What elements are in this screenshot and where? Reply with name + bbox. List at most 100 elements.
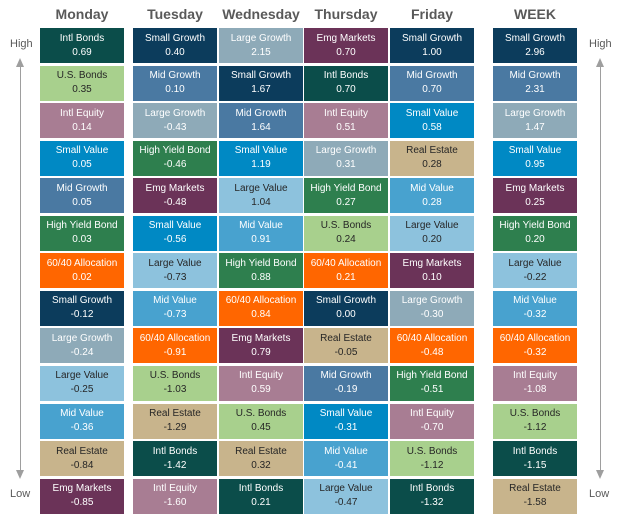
quilt-cell: 60/40 Allocation 0.02 bbox=[40, 253, 124, 289]
quilt-cell: Real Estate -0.05 bbox=[304, 328, 388, 364]
asset-label: Small Value bbox=[508, 145, 562, 157]
quilt-cell: Intl Equity 0.14 bbox=[40, 103, 124, 139]
quilt-cell: Large Growth 0.31 bbox=[304, 140, 388, 176]
quilt-cell: High Yield Bond 0.88 bbox=[219, 253, 303, 289]
asset-label: Mid Growth bbox=[235, 107, 287, 119]
asset-label: Large Value bbox=[55, 370, 109, 382]
return-value: 1.00 bbox=[422, 46, 442, 58]
asset-label: Mid Growth bbox=[56, 182, 108, 194]
asset-label: Small Value bbox=[405, 107, 459, 119]
low-label-right: Low bbox=[589, 488, 610, 500]
quilt-cell: Small Growth 2.96 bbox=[493, 28, 577, 63]
return-value: -1.12 bbox=[523, 422, 547, 433]
return-value: 0.31 bbox=[336, 159, 356, 171]
quilt-cell: Real Estate -1.29 bbox=[133, 403, 217, 439]
asset-label: Real Estate bbox=[149, 408, 201, 419]
quilt-cell: Mid Growth 0.10 bbox=[133, 65, 217, 101]
high-label-left: High bbox=[10, 38, 33, 50]
quilt-cell: High Yield Bond 0.27 bbox=[304, 178, 388, 214]
quilt-cell: Small Value 0.05 bbox=[40, 140, 124, 176]
right-arrow-shaft bbox=[600, 66, 601, 472]
return-value: 0.59 bbox=[251, 384, 271, 396]
asset-label: Real Estate bbox=[509, 483, 561, 495]
quilt-cell: Small Value 1.19 bbox=[219, 140, 303, 176]
asset-label: High Yield Bond bbox=[225, 257, 297, 269]
return-value: -0.31 bbox=[334, 422, 358, 433]
asset-label: 60/40 Allocation bbox=[46, 257, 118, 269]
asset-label: Mid Value bbox=[410, 182, 454, 194]
return-value: 0.05 bbox=[72, 159, 92, 171]
quilt-cell: Intl Equity 0.59 bbox=[219, 365, 303, 401]
right-down-arrow-icon bbox=[596, 470, 604, 479]
quilt-cell: Mid Value -0.36 bbox=[40, 403, 124, 439]
asset-label: Real Estate bbox=[320, 332, 372, 344]
column-header-wednesday: Wednesday bbox=[222, 6, 300, 22]
return-value: -1.32 bbox=[420, 497, 444, 509]
return-value: -0.32 bbox=[523, 346, 547, 358]
return-value: 0.03 bbox=[72, 234, 92, 246]
quilt-cell: 60/40 Allocation -0.32 bbox=[493, 328, 577, 364]
asset-label: Small Growth bbox=[401, 32, 462, 44]
quilt-cell: Large Value -0.25 bbox=[40, 365, 124, 401]
return-value: 0.69 bbox=[72, 46, 92, 58]
return-value: 0.27 bbox=[336, 196, 356, 208]
asset-label: Emg Markets bbox=[231, 332, 291, 344]
quilt-cell: Intl Bonds -1.42 bbox=[133, 441, 217, 476]
high-label-right: High bbox=[589, 38, 612, 50]
quilt-cell: Intl Bonds -1.32 bbox=[390, 478, 474, 514]
quilt-cell: U.S. Bonds 0.24 bbox=[304, 215, 388, 251]
return-value: 1.67 bbox=[251, 84, 271, 95]
asset-label: Emg Markets bbox=[145, 182, 205, 194]
return-value: -0.22 bbox=[523, 271, 547, 283]
return-value: 0.91 bbox=[251, 234, 271, 246]
return-value: -0.48 bbox=[163, 196, 187, 208]
quilt-cell: Small Growth 0.00 bbox=[304, 290, 388, 326]
quilt-cell: Mid Growth -0.19 bbox=[304, 365, 388, 401]
quilt-cell: Real Estate 0.32 bbox=[219, 441, 303, 476]
asset-label: Emg Markets bbox=[52, 483, 112, 495]
return-value: -1.58 bbox=[523, 497, 547, 509]
quilt-cell: Mid Value 0.91 bbox=[219, 215, 303, 251]
return-value: 0.32 bbox=[251, 459, 271, 471]
return-value: -0.19 bbox=[334, 384, 358, 396]
asset-label: High Yield Bond bbox=[139, 145, 211, 157]
return-value: -0.47 bbox=[334, 497, 358, 509]
return-value: -0.05 bbox=[334, 346, 358, 358]
quilt-cell: 60/40 Allocation 0.21 bbox=[304, 253, 388, 289]
quilt-cell: Large Growth -0.43 bbox=[133, 103, 217, 139]
low-label-left: Low bbox=[10, 488, 31, 500]
return-value: 0.28 bbox=[422, 159, 442, 171]
return-value: 1.04 bbox=[251, 196, 271, 208]
return-value: -1.12 bbox=[420, 459, 444, 471]
quilt-cell: Small Value 0.95 bbox=[493, 140, 577, 176]
asset-label: Intl Equity bbox=[60, 107, 104, 119]
return-value: -0.48 bbox=[420, 346, 444, 358]
asset-label: 60/40 Allocation bbox=[396, 332, 468, 344]
return-value: 1.64 bbox=[251, 121, 271, 133]
quilt-cell: Intl Bonds 0.69 bbox=[40, 28, 124, 63]
asset-label: Mid Growth bbox=[509, 70, 561, 81]
quilt-cell: Large Value -0.47 bbox=[304, 478, 388, 514]
asset-label: Intl Equity bbox=[513, 370, 557, 382]
return-value: 0.58 bbox=[422, 121, 442, 133]
return-value: 1.19 bbox=[251, 159, 271, 171]
asset-label: Large Value bbox=[234, 182, 288, 194]
asset-label: Intl Bonds bbox=[409, 483, 455, 495]
return-value: -0.73 bbox=[163, 309, 187, 321]
asset-label: Small Value bbox=[234, 145, 288, 157]
asset-label: Intl Equity bbox=[410, 408, 454, 419]
asset-label: Small Growth bbox=[144, 32, 205, 44]
quilt-cell: Large Value -0.73 bbox=[133, 253, 217, 289]
asset-label: Small Growth bbox=[504, 32, 565, 44]
quilt-cell: Small Growth 0.40 bbox=[133, 28, 217, 63]
asset-label: Large Growth bbox=[315, 145, 377, 157]
return-value: -1.29 bbox=[163, 422, 187, 433]
quilt-cell: Intl Bonds 0.70 bbox=[304, 65, 388, 101]
quilt-cell: Large Value -0.22 bbox=[493, 253, 577, 289]
asset-label: Intl Bonds bbox=[512, 445, 558, 457]
quilt-cell: U.S. Bonds 0.35 bbox=[40, 65, 124, 101]
quilt-cell: Mid Growth 0.05 bbox=[40, 178, 124, 214]
return-value: 0.95 bbox=[525, 159, 545, 171]
asset-label: Emg Markets bbox=[316, 32, 376, 44]
quilt-cell: Emg Markets 0.70 bbox=[304, 28, 388, 63]
